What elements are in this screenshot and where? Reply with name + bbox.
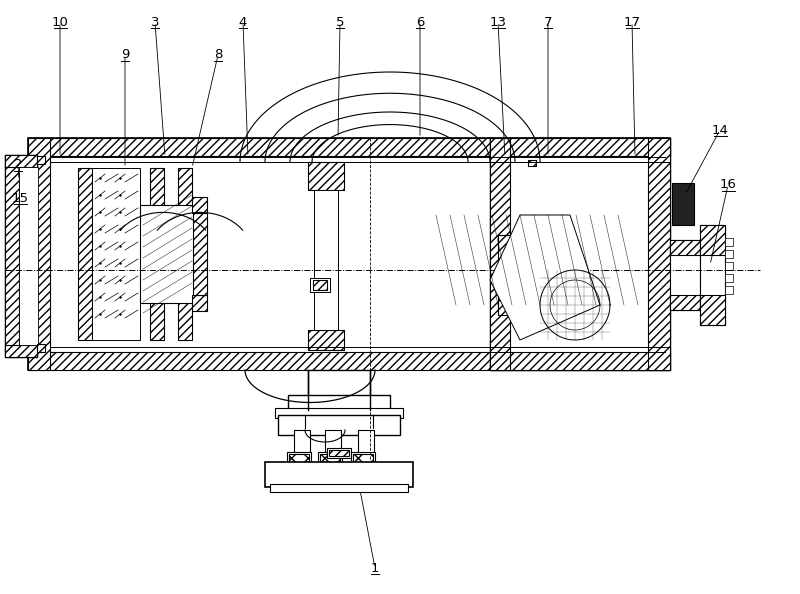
Bar — [294, 430, 310, 458]
Bar — [5, 155, 37, 167]
Bar — [310, 278, 330, 292]
Bar — [725, 286, 733, 294]
Bar — [725, 274, 733, 282]
Bar — [700, 295, 725, 325]
Text: 8: 8 — [214, 49, 222, 62]
Bar — [28, 138, 670, 156]
Bar — [490, 138, 670, 370]
Text: 6: 6 — [416, 15, 424, 29]
Bar — [287, 452, 311, 464]
Bar — [192, 197, 207, 213]
Bar — [314, 190, 338, 330]
Text: 9: 9 — [121, 49, 129, 62]
Text: 13: 13 — [490, 15, 506, 29]
Bar — [670, 240, 700, 255]
Bar — [725, 262, 733, 270]
Text: 3: 3 — [150, 15, 159, 29]
Bar — [150, 168, 164, 340]
Bar — [5, 155, 37, 357]
Bar — [490, 138, 670, 156]
Bar — [289, 454, 309, 462]
Bar — [670, 295, 700, 310]
Bar — [670, 240, 700, 310]
Bar — [275, 408, 403, 418]
Bar — [5, 155, 19, 357]
Bar — [265, 462, 413, 487]
Bar — [308, 162, 344, 190]
Bar — [490, 352, 670, 370]
Bar — [700, 225, 725, 325]
Bar — [140, 205, 195, 303]
Bar — [270, 484, 408, 492]
Bar — [308, 370, 370, 410]
Bar — [672, 183, 694, 225]
Text: 10: 10 — [51, 15, 69, 29]
Bar — [19, 167, 38, 345]
Bar — [37, 344, 45, 352]
Bar — [318, 452, 342, 464]
Bar — [329, 450, 349, 456]
Polygon shape — [490, 215, 600, 340]
Text: 4: 4 — [239, 15, 247, 29]
Text: 5: 5 — [336, 15, 344, 29]
Bar — [358, 430, 374, 458]
Text: 7: 7 — [544, 15, 552, 29]
Text: 17: 17 — [623, 15, 641, 29]
Bar — [325, 430, 341, 458]
Bar — [528, 160, 536, 166]
Text: 2: 2 — [14, 159, 22, 172]
Bar — [490, 138, 510, 370]
Bar — [725, 238, 733, 246]
Bar — [178, 168, 192, 340]
Bar — [192, 295, 207, 311]
Bar — [78, 168, 92, 340]
Bar — [313, 280, 327, 290]
Text: 1: 1 — [370, 561, 379, 574]
Bar — [327, 448, 351, 458]
Bar — [320, 454, 340, 462]
Text: 14: 14 — [711, 124, 729, 137]
Bar — [288, 395, 390, 413]
Bar — [700, 225, 725, 255]
Bar — [351, 452, 375, 464]
Bar — [516, 235, 524, 315]
Bar — [498, 235, 516, 315]
Bar — [528, 160, 536, 166]
Bar — [28, 138, 670, 370]
Bar — [278, 415, 400, 435]
Bar — [37, 156, 45, 164]
Bar — [28, 138, 50, 370]
Bar — [308, 330, 344, 350]
Bar — [92, 168, 140, 340]
Text: 15: 15 — [11, 191, 29, 204]
Bar — [193, 213, 207, 295]
Bar — [5, 345, 37, 357]
Bar — [725, 250, 733, 258]
Bar — [28, 352, 670, 370]
Text: 16: 16 — [719, 179, 737, 191]
Bar — [353, 454, 373, 462]
Bar — [648, 138, 670, 370]
